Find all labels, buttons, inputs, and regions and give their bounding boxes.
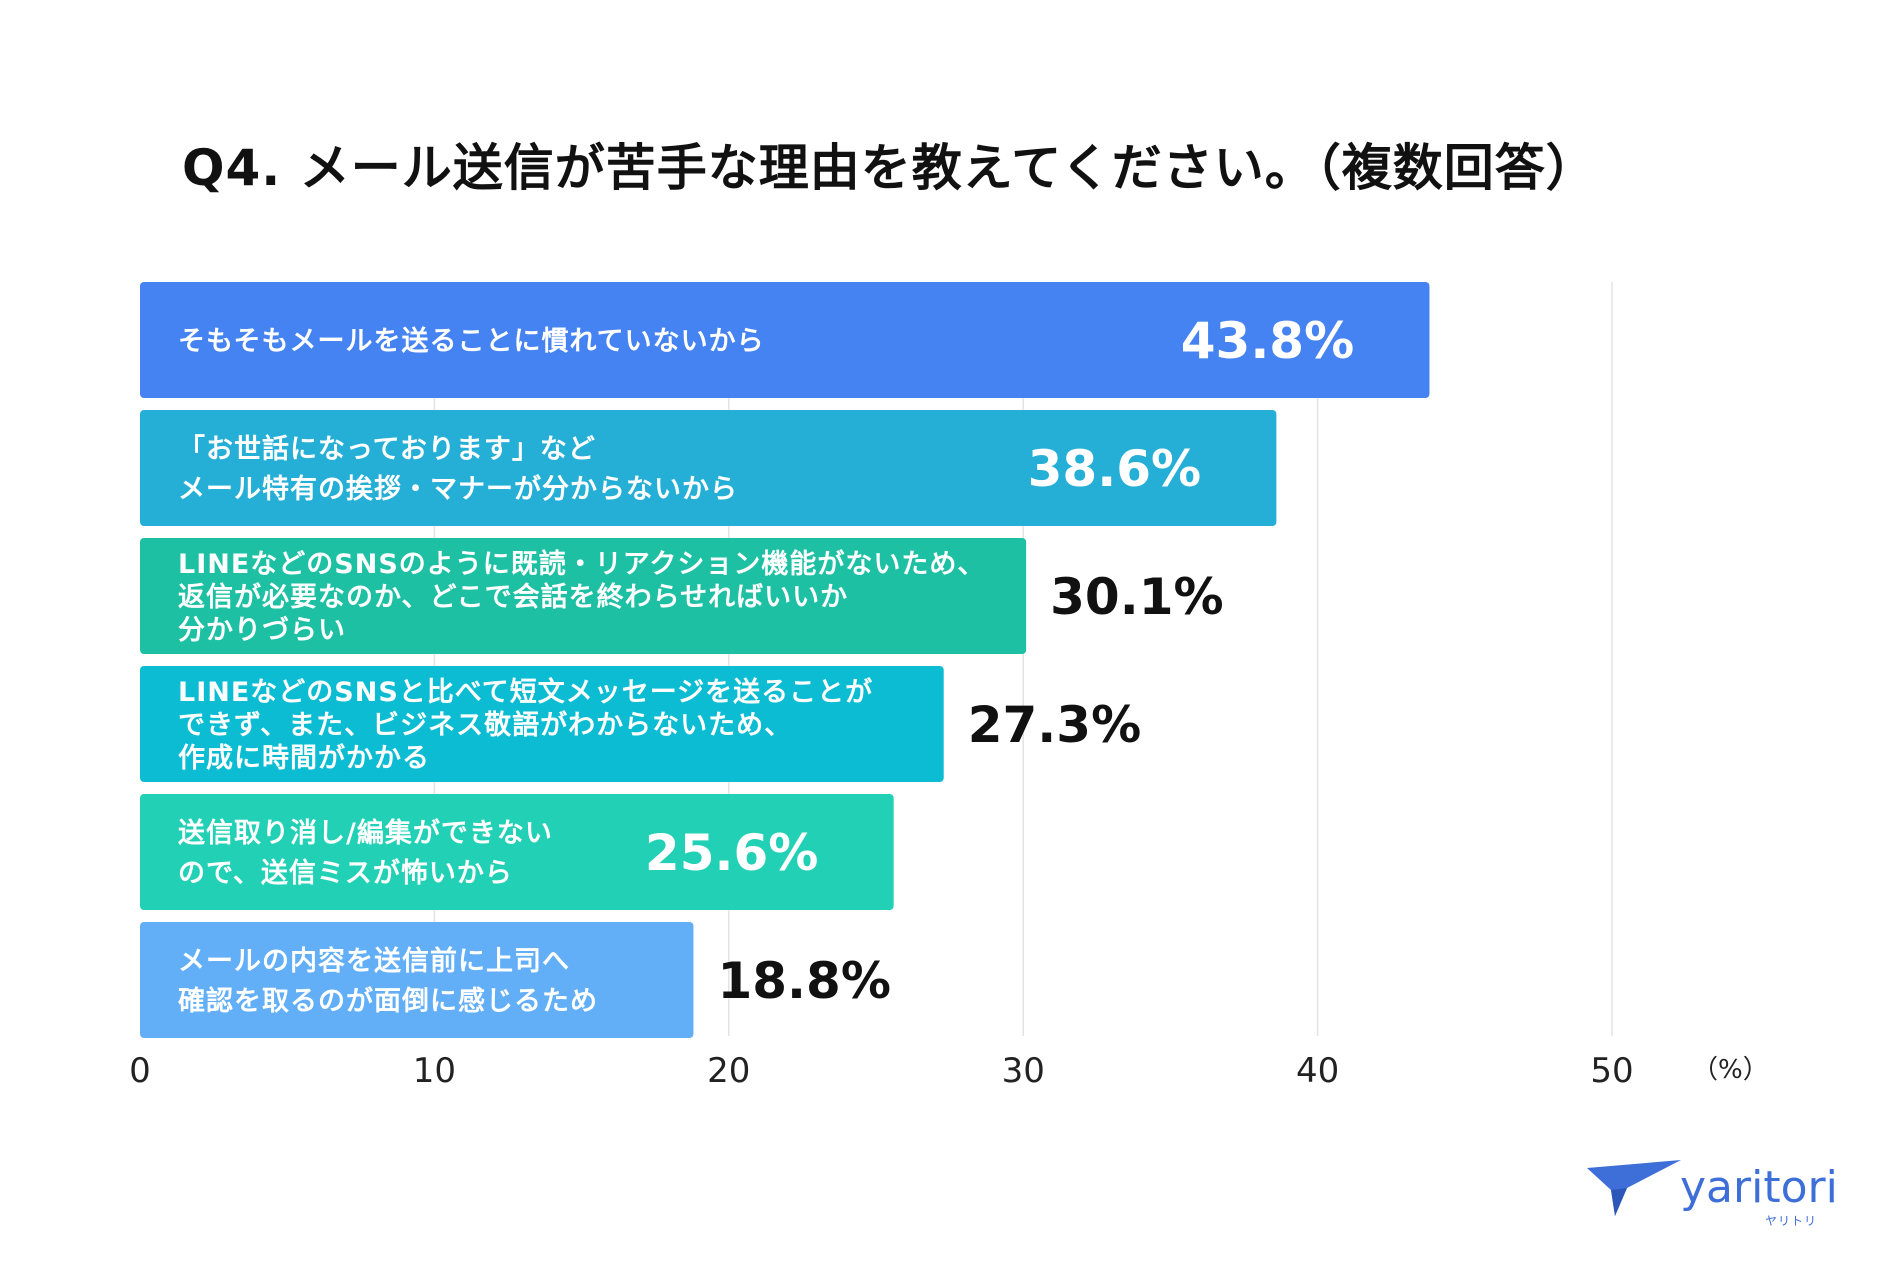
x-tick-label-50: 50 xyxy=(1590,1051,1633,1091)
bar-4-label-line-1: LINEなどのSNSと比べて短文メッセージを送ることが xyxy=(178,676,873,708)
logo-text: yaritori xyxy=(1680,1162,1838,1213)
bar-2-value-label: 38.6% xyxy=(1028,440,1201,498)
yaritori-logo-icon xyxy=(1587,1160,1681,1216)
x-tick-label-10: 10 xyxy=(413,1051,456,1091)
axis-unit-label: （%） xyxy=(1692,1055,1769,1085)
chart-title: Q4. メール送信が苦手な理由を教えてください。（複数回答） xyxy=(182,139,1597,197)
bar-4-label-line-2: できず、また、ビジネス敬語がわからないため、 xyxy=(178,709,792,741)
bar-3-value-label: 30.1% xyxy=(1050,568,1223,626)
logo-subtext: ヤリトリ xyxy=(1765,1214,1818,1228)
bar-5-label-line-2: ので、送信ミスが怖いから xyxy=(178,857,513,889)
bar-3-label-line-2: 返信が必要なのか、どこで会話を終わらせればいいか xyxy=(178,581,848,613)
x-tick-label-0: 0 xyxy=(129,1051,151,1091)
bar-4 xyxy=(140,666,944,782)
bar-1-value-label: 43.8% xyxy=(1181,312,1354,370)
bar-5 xyxy=(140,794,894,910)
bar-2 xyxy=(140,410,1277,526)
bar-2-label-line-1: 「お世話になっております」など xyxy=(178,433,596,465)
bar-6-value-label: 18.8% xyxy=(717,952,890,1010)
bar-2-label-line-2: メール特有の挨拶・マナーが分からないから xyxy=(178,473,738,505)
bar-6-label-line-1: メールの内容を送信前に上司へ xyxy=(178,945,570,977)
bar-5-label-line-1: 送信取り消し/編集ができない xyxy=(178,817,553,849)
bar-6 xyxy=(140,922,694,1038)
bar-1-label-line-1: そもそもメールを送ることに慣れていないから xyxy=(178,326,765,357)
x-tick-label-30: 30 xyxy=(1002,1051,1045,1091)
bar-6-label-line-2: 確認を取るのが面倒に感じるため xyxy=(178,985,598,1017)
x-tick-label-20: 20 xyxy=(707,1051,750,1091)
bar-3-label-line-3: 分かりづらい xyxy=(178,615,346,646)
x-tick-label-40: 40 xyxy=(1296,1051,1339,1091)
bar-4-label-line-3: 作成に時間がかかる xyxy=(178,742,430,774)
bar-5-value-label: 25.6% xyxy=(645,824,818,882)
bar-4-value-label: 27.3% xyxy=(968,696,1141,754)
bar-1 xyxy=(140,282,1430,398)
bar-3 xyxy=(140,538,1027,654)
bar-3-label-line-1: LINEなどのSNSのように既読・リアクション機能がないため、 xyxy=(178,548,985,580)
